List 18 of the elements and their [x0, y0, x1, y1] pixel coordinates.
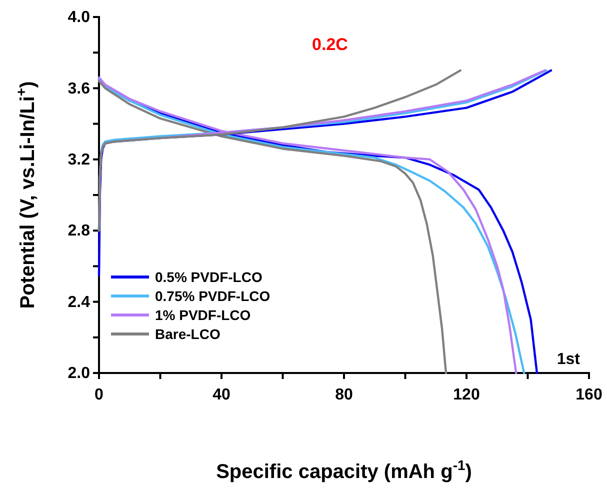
x-tick-label: 160: [576, 386, 602, 404]
y-tick-label: 2.0: [68, 365, 90, 382]
y-tick-label: 2.4: [68, 294, 90, 311]
x-tick-label: 40: [212, 386, 230, 404]
x-tick-label: 120: [453, 386, 480, 404]
x-tick-label: 80: [335, 386, 353, 404]
legend-label: 1% PVDF-LCO: [155, 306, 251, 323]
y-tick-label: 3.6: [68, 80, 90, 98]
legend-label: 0.5% PVDF-LCO: [155, 268, 262, 285]
y-tick-label: 4.0: [68, 9, 90, 26]
legend-label: Bare-LCO: [155, 326, 220, 342]
x-axis-title: Specific capacity (mAh g$^{-1}$): [216, 457, 472, 483]
annotation: 0.2C: [312, 35, 348, 54]
y-tick-label: 3.2: [68, 152, 90, 169]
y-tick-label: 2.8: [68, 222, 90, 240]
legend-label: 0.75% PVDF-LCO: [155, 288, 270, 304]
annotation: 1st: [556, 351, 581, 368]
x-tick-label: 0: [94, 386, 104, 404]
